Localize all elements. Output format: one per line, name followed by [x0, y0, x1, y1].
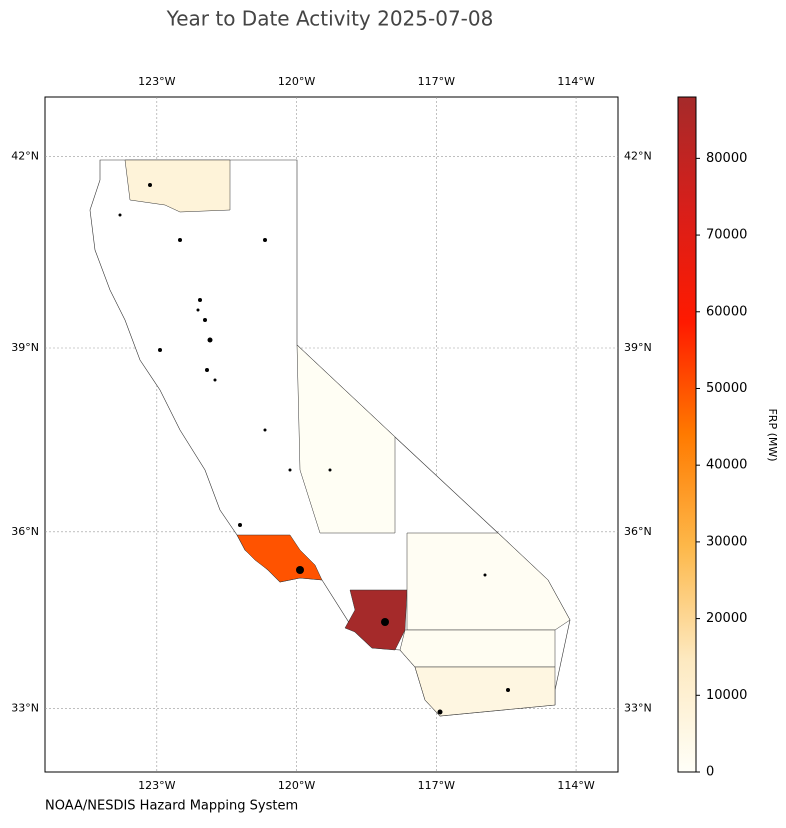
colorbar-tick-label: 30000: [706, 534, 747, 549]
colorbar-tick-label: 10000: [706, 688, 747, 703]
y-tick-label: 39°N: [624, 341, 652, 354]
y-tick-label: 39°N: [11, 341, 39, 354]
colorbar-tick-label: 20000: [706, 611, 747, 626]
title: Year to Date Activity 2025-07-08: [166, 7, 494, 31]
colorbar-tick-label: 60000: [706, 304, 747, 319]
x-tick-label: 117°W: [418, 75, 455, 88]
colorbar-tick-label: 40000: [706, 458, 747, 473]
x-tick-label: 114°W: [557, 75, 594, 88]
county: [344, 589, 408, 651]
x-tick-label: 114°W: [557, 779, 594, 792]
colorbar-tick-label: 70000: [706, 228, 747, 243]
y-tick-label: 33°N: [11, 702, 39, 715]
y-tick-label: 36°N: [11, 525, 39, 538]
county: [124, 159, 231, 213]
y-tick-label: 36°N: [624, 525, 652, 538]
x-tick-label: 123°W: [138, 75, 175, 88]
colorbar-label: FRP (MW): [766, 408, 779, 461]
colorbar: [677, 96, 697, 773]
y-tick-label: 42°N: [624, 149, 652, 162]
county: [296, 344, 396, 534]
colorbar-tick-label: 0: [706, 765, 714, 780]
fire-detections: [118, 183, 510, 715]
county: [414, 666, 556, 717]
colorbar-tick-label: 80000: [706, 151, 747, 166]
x-tick-label: 117°W: [418, 779, 455, 792]
y-tick-label: 33°N: [624, 702, 652, 715]
colorbar-tick-label: 50000: [706, 381, 747, 396]
y-tick-label: 42°N: [11, 149, 39, 162]
x-tick-label: 123°W: [138, 779, 175, 792]
x-tick-label: 120°W: [278, 75, 315, 88]
county: [399, 629, 556, 668]
x-tick-label: 120°W: [278, 779, 315, 792]
source: NOAA/NESDIS Hazard Mapping System: [45, 799, 298, 814]
